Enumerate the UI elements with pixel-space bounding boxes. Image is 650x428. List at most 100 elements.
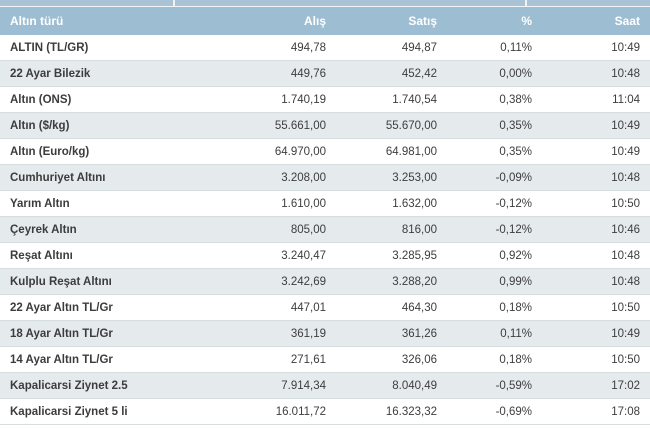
cell-buy: 16.011,72 [215, 398, 337, 425]
table-row: 14 Ayar Altın TL/Gr 271,61 326,06 0,18% … [0, 346, 650, 373]
cell-gold-type: Altın ($/kg) [0, 112, 215, 139]
table-body: ALTIN (TL/GR) 494,78 494,87 0,11% 10:49 … [0, 35, 650, 425]
cell-gold-type: Reşat Altını [0, 242, 215, 269]
cell-buy: 361,19 [215, 320, 337, 347]
cell-sell: 326,06 [337, 346, 448, 373]
table-row: Cumhuriyet Altını 3.208,00 3.253,00 -0,0… [0, 164, 650, 191]
cell-change: -0,59% [448, 372, 543, 399]
cell-gold-type: ALTIN (TL/GR) [0, 35, 215, 61]
table-header: Altın türü Alış Satış % Saat [0, 7, 650, 35]
cell-change: -0,69% [448, 398, 543, 425]
cell-gold-type: Kapalicarsi Ziynet 2.5 [0, 372, 215, 399]
cell-buy: 55.661,00 [215, 112, 337, 139]
cell-buy: 1.610,00 [215, 190, 337, 217]
cell-sell: 3.253,00 [337, 164, 448, 191]
cell-buy: 494,78 [215, 35, 337, 61]
cell-sell: 55.670,00 [337, 112, 448, 139]
cell-buy: 3.208,00 [215, 164, 337, 191]
header-buy: Alış [215, 7, 337, 35]
cell-gold-type: 22 Ayar Altın TL/Gr [0, 294, 215, 321]
cell-gold-type: Cumhuriyet Altını [0, 164, 215, 191]
cell-change: 0,92% [448, 242, 543, 269]
header-sell: Satış [337, 7, 448, 35]
cell-change: 0,35% [448, 112, 543, 139]
tab-divider [173, 0, 175, 6]
cell-gold-type: Kulplu Reşat Altını [0, 268, 215, 295]
cell-sell: 64.981,00 [337, 138, 448, 165]
cell-time: 10:49 [543, 112, 650, 139]
cell-time: 10:50 [543, 294, 650, 321]
cell-time: 10:48 [543, 242, 650, 269]
cell-sell: 464,30 [337, 294, 448, 321]
cell-time: 10:49 [543, 138, 650, 165]
table-row: Çeyrek Altın 805,00 816,00 -0,12% 10:46 [0, 216, 650, 243]
table-row: 22 Ayar Altın TL/Gr 447,01 464,30 0,18% … [0, 294, 650, 321]
cell-sell: 3.285,95 [337, 242, 448, 269]
cell-time: 10:48 [543, 268, 650, 295]
table-row: ALTIN (TL/GR) 494,78 494,87 0,11% 10:49 [0, 35, 650, 61]
cell-change: 0,18% [448, 294, 543, 321]
cell-sell: 16.323,32 [337, 398, 448, 425]
cell-time: 11:04 [543, 86, 650, 113]
cell-time: 10:50 [543, 346, 650, 373]
table-row: Yarım Altın 1.610,00 1.632,00 -0,12% 10:… [0, 190, 650, 217]
header-row: Altın türü Alış Satış % Saat [0, 7, 650, 35]
cell-change: -0,12% [448, 216, 543, 243]
cell-time: 10:48 [543, 60, 650, 87]
cell-sell: 1.740,54 [337, 86, 448, 113]
cell-sell: 494,87 [337, 35, 448, 61]
cell-time: 10:50 [543, 190, 650, 217]
cell-gold-type: 14 Ayar Altın TL/Gr [0, 346, 215, 373]
cell-gold-type: Çeyrek Altın [0, 216, 215, 243]
cell-change: 0,38% [448, 86, 543, 113]
gold-prices-table: Altın türü Alış Satış % Saat ALTIN (TL/G… [0, 7, 650, 425]
header-change: % [448, 7, 543, 35]
cell-sell: 8.040,49 [337, 372, 448, 399]
cell-sell: 816,00 [337, 216, 448, 243]
table-row: 22 Ayar Bilezik 449,76 452,42 0,00% 10:4… [0, 60, 650, 87]
cell-buy: 64.970,00 [215, 138, 337, 165]
cell-change: -0,09% [448, 164, 543, 191]
cell-time: 10:48 [543, 164, 650, 191]
cell-buy: 271,61 [215, 346, 337, 373]
cell-time: 17:02 [543, 372, 650, 399]
cell-change: 0,35% [448, 138, 543, 165]
cell-change: 0,00% [448, 60, 543, 87]
cell-time: 10:49 [543, 35, 650, 61]
cell-buy: 1.740,19 [215, 86, 337, 113]
cell-buy: 805,00 [215, 216, 337, 243]
cell-time: 10:49 [543, 320, 650, 347]
cell-time: 10:46 [543, 216, 650, 243]
cell-gold-type: 22 Ayar Bilezik [0, 60, 215, 87]
cell-gold-type: Yarım Altın [0, 190, 215, 217]
table-row: Kulplu Reşat Altını 3.242,69 3.288,20 0,… [0, 268, 650, 295]
cell-buy: 3.242,69 [215, 268, 337, 295]
cell-buy: 447,01 [215, 294, 337, 321]
table-row: Altın ($/kg) 55.661,00 55.670,00 0,35% 1… [0, 112, 650, 139]
cell-change: 0,11% [448, 320, 543, 347]
tab-divider [525, 0, 527, 6]
top-tab-strip [0, 0, 650, 7]
cell-sell: 452,42 [337, 60, 448, 87]
cell-buy: 7.914,34 [215, 372, 337, 399]
table-row: Reşat Altını 3.240,47 3.285,95 0,92% 10:… [0, 242, 650, 269]
table-row: Altın (Euro/kg) 64.970,00 64.981,00 0,35… [0, 138, 650, 165]
cell-buy: 449,76 [215, 60, 337, 87]
cell-change: -0,12% [448, 190, 543, 217]
table-row: Altın (ONS) 1.740,19 1.740,54 0,38% 11:0… [0, 86, 650, 113]
cell-sell: 1.632,00 [337, 190, 448, 217]
header-gold-type: Altın türü [0, 7, 215, 35]
cell-buy: 3.240,47 [215, 242, 337, 269]
header-time: Saat [543, 7, 650, 35]
cell-gold-type: Altın (ONS) [0, 86, 215, 113]
cell-gold-type: Altın (Euro/kg) [0, 138, 215, 165]
cell-sell: 3.288,20 [337, 268, 448, 295]
cell-change: 0,99% [448, 268, 543, 295]
table-row: 18 Ayar Altın TL/Gr 361,19 361,26 0,11% … [0, 320, 650, 347]
cell-time: 17:08 [543, 398, 650, 425]
table-row: Kapalicarsi Ziynet 5 li 16.011,72 16.323… [0, 398, 650, 425]
cell-gold-type: 18 Ayar Altın TL/Gr [0, 320, 215, 347]
cell-sell: 361,26 [337, 320, 448, 347]
cell-gold-type: Kapalicarsi Ziynet 5 li [0, 398, 215, 425]
